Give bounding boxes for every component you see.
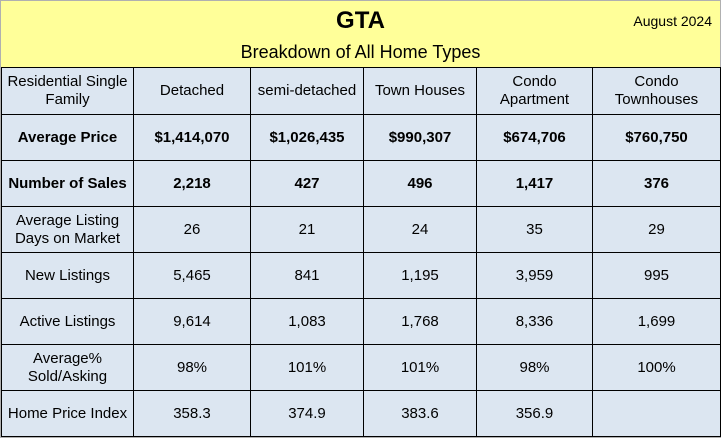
table-row: Home Price Index 358.3 374.9 383.6 356.9	[1, 390, 721, 437]
column-header-category: Residential Single Family	[1, 67, 134, 115]
table-cell: 1,417	[476, 160, 593, 207]
table-cell: 1,083	[250, 298, 364, 345]
row-label: New Listings	[1, 252, 134, 299]
report-header: GTA August 2024 Breakdown of All Home Ty…	[1, 1, 720, 67]
table-cell: $1,414,070	[133, 114, 251, 161]
table-cell: 98%	[476, 344, 593, 391]
table-cell: 1,699	[592, 298, 721, 345]
table-cell: 24	[363, 206, 477, 253]
row-label: Average Listing Days on Market	[1, 206, 134, 253]
table-cell: 1,768	[363, 298, 477, 345]
column-header-town-houses: Town Houses	[363, 67, 477, 115]
table-cell: 383.6	[363, 390, 477, 437]
page-title: GTA	[336, 7, 385, 34]
row-label: Average% Sold/Asking	[1, 344, 134, 391]
table-cell	[592, 390, 721, 437]
table-cell: 26	[133, 206, 251, 253]
column-header-semi-detached: semi-detached	[250, 67, 364, 115]
table-cell: $1,026,435	[250, 114, 364, 161]
row-label: Number of Sales	[1, 160, 134, 207]
row-label: Average Price	[1, 114, 134, 161]
table-cell: 356.9	[476, 390, 593, 437]
table-header-row: Residential Single Family Detached semi-…	[1, 67, 721, 115]
table-cell: 101%	[363, 344, 477, 391]
page-subtitle: Breakdown of All Home Types	[240, 42, 481, 62]
table-cell: 100%	[592, 344, 721, 391]
table-cell: 2,218	[133, 160, 251, 207]
table-cell: $674,706	[476, 114, 593, 161]
table-row: Average Price $1,414,070 $1,026,435 $990…	[1, 114, 721, 161]
table-cell: 3,959	[476, 252, 593, 299]
table-cell: 995	[592, 252, 721, 299]
report-date: August 2024	[633, 13, 712, 29]
table-row: New Listings 5,465 841 1,195 3,959 995	[1, 252, 721, 299]
table-cell: 841	[250, 252, 364, 299]
table-cell: 427	[250, 160, 364, 207]
table-cell: $990,307	[363, 114, 477, 161]
table-cell: 29	[592, 206, 721, 253]
table-cell: 9,614	[133, 298, 251, 345]
column-header-detached: Detached	[133, 67, 251, 115]
table-cell: 496	[363, 160, 477, 207]
table-row: Average Listing Days on Market 26 21 24 …	[1, 206, 721, 253]
table-cell: 1,195	[363, 252, 477, 299]
home-types-table: Residential Single Family Detached semi-…	[1, 67, 721, 437]
column-header-condo-townhouses: Condo Townhouses	[592, 67, 721, 115]
table-cell: 376	[592, 160, 721, 207]
table-row: Average% Sold/Asking 98% 101% 101% 98% 1…	[1, 344, 721, 391]
row-label: Home Price Index	[1, 390, 134, 437]
table-cell: 5,465	[133, 252, 251, 299]
table-cell: 35	[476, 206, 593, 253]
table-row: Number of Sales 2,218 427 496 1,417 376	[1, 160, 721, 207]
table-cell: 21	[250, 206, 364, 253]
table-cell: 374.9	[250, 390, 364, 437]
table-cell: 8,336	[476, 298, 593, 345]
row-label: Active Listings	[1, 298, 134, 345]
table-cell: 101%	[250, 344, 364, 391]
column-header-condo-apartment: Condo Apartment	[476, 67, 593, 115]
table-row: Active Listings 9,614 1,083 1,768 8,336 …	[1, 298, 721, 345]
table-cell: 98%	[133, 344, 251, 391]
table-cell: $760,750	[592, 114, 721, 161]
table-cell: 358.3	[133, 390, 251, 437]
